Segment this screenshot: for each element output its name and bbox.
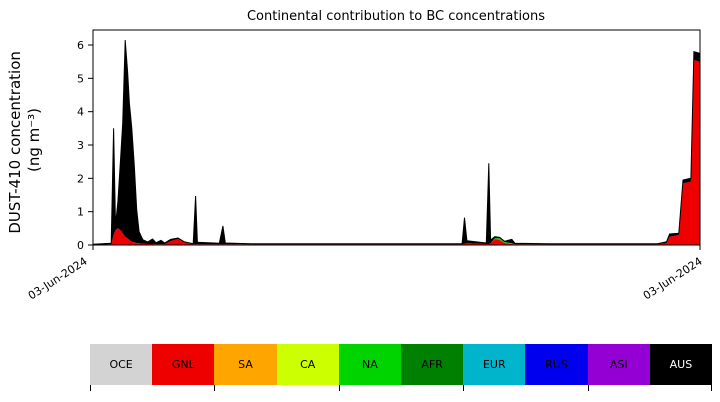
legend-item-EUR: EUR (463, 344, 526, 385)
y-tick-label: 1 (77, 206, 84, 219)
x-tick-label-left: 03-Jun-2024 (26, 255, 90, 303)
legend-axis-ticks (90, 385, 712, 392)
plot-areas (92, 39, 701, 245)
legend-item-OCE: OCE (90, 344, 153, 385)
legend-tick (711, 385, 712, 391)
y-tick-label: 5 (77, 72, 84, 85)
legend-item-RUS: RUS (525, 344, 588, 385)
area-NA (93, 60, 700, 245)
bc-concentration-chart: Continental contribution to BC concentra… (6, 9, 705, 303)
area-GNL (93, 60, 700, 245)
y-tick-label: 0 (77, 239, 84, 252)
legend-tick (90, 385, 91, 391)
legend-tick (587, 385, 589, 391)
legend-item-AFR: AFR (401, 344, 464, 385)
y-tick-label: 2 (77, 172, 84, 185)
legend-item-GNL: GNL (152, 344, 215, 385)
y-axis-label-line1: DUST-410 concentration (6, 51, 24, 234)
legend-item-NA: NA (338, 344, 402, 385)
y-axis-label: DUST-410 concentration (ng m⁻³) (6, 46, 43, 233)
chart-title: Continental contribution to BC concentra… (247, 9, 545, 24)
y-tick-label: 6 (77, 39, 84, 52)
x-tick-label-right: 03-Jun-2024 (641, 255, 705, 303)
legend-tick (463, 385, 465, 391)
y-axis-label-line2: (ng m⁻³) (25, 108, 43, 172)
legend-tick (214, 385, 216, 391)
total-outline (92, 39, 701, 245)
area-AUS (93, 40, 700, 245)
plot-axes: 0 1 2 3 4 5 6 (77, 29, 701, 252)
legend-item-CA: CA (276, 344, 339, 385)
y-tick-label: 3 (77, 139, 84, 152)
legend-item-ASI: ASI (587, 344, 650, 385)
legend-item-AUS: AUS (649, 344, 713, 385)
continent-legend: OCE GNL SA CA NA AFR EUR RUS ASI AUS (90, 344, 713, 385)
legend-tick (338, 385, 340, 391)
legend-item-SA: SA (214, 344, 277, 385)
y-tick-label: 4 (77, 106, 84, 119)
